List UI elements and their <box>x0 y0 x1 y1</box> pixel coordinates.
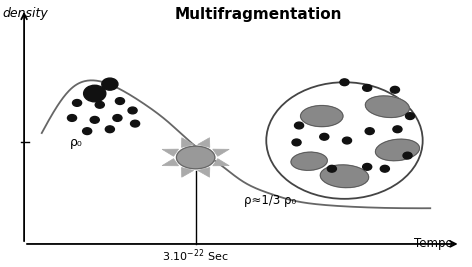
Circle shape <box>95 101 104 108</box>
Circle shape <box>102 78 118 90</box>
Circle shape <box>340 79 349 86</box>
Circle shape <box>365 128 374 135</box>
Circle shape <box>393 126 402 133</box>
Circle shape <box>83 128 92 135</box>
Ellipse shape <box>320 165 369 188</box>
Circle shape <box>84 85 106 102</box>
Polygon shape <box>181 138 194 147</box>
Ellipse shape <box>291 152 327 170</box>
Ellipse shape <box>301 105 343 127</box>
Polygon shape <box>181 167 194 177</box>
Text: density: density <box>2 7 48 20</box>
Text: ρ₀: ρ₀ <box>69 136 82 149</box>
Circle shape <box>403 152 412 159</box>
Circle shape <box>128 107 137 114</box>
Circle shape <box>116 98 125 104</box>
Circle shape <box>131 120 140 127</box>
Ellipse shape <box>365 96 409 117</box>
Circle shape <box>320 134 329 140</box>
Circle shape <box>67 115 76 121</box>
Polygon shape <box>198 138 210 147</box>
Circle shape <box>73 100 82 106</box>
Circle shape <box>343 137 352 144</box>
Polygon shape <box>213 159 229 166</box>
Circle shape <box>113 115 122 121</box>
Circle shape <box>405 113 414 119</box>
Text: ρ≈1/3 ρ₀: ρ≈1/3 ρ₀ <box>244 194 295 207</box>
Circle shape <box>295 122 303 129</box>
Circle shape <box>390 87 399 93</box>
Polygon shape <box>213 149 229 156</box>
Ellipse shape <box>177 146 215 169</box>
Text: Tempo: Tempo <box>414 237 453 250</box>
Circle shape <box>90 116 99 123</box>
Text: Multifragmentation: Multifragmentation <box>175 7 343 22</box>
Circle shape <box>362 163 372 170</box>
Ellipse shape <box>375 139 420 161</box>
Circle shape <box>327 165 337 172</box>
Circle shape <box>380 165 389 172</box>
Circle shape <box>362 84 372 91</box>
Polygon shape <box>162 149 178 156</box>
Polygon shape <box>162 159 178 166</box>
Circle shape <box>105 126 114 133</box>
Text: 3.10$^{-22}$ Sec: 3.10$^{-22}$ Sec <box>162 247 229 264</box>
Circle shape <box>292 139 301 146</box>
Polygon shape <box>198 167 210 177</box>
